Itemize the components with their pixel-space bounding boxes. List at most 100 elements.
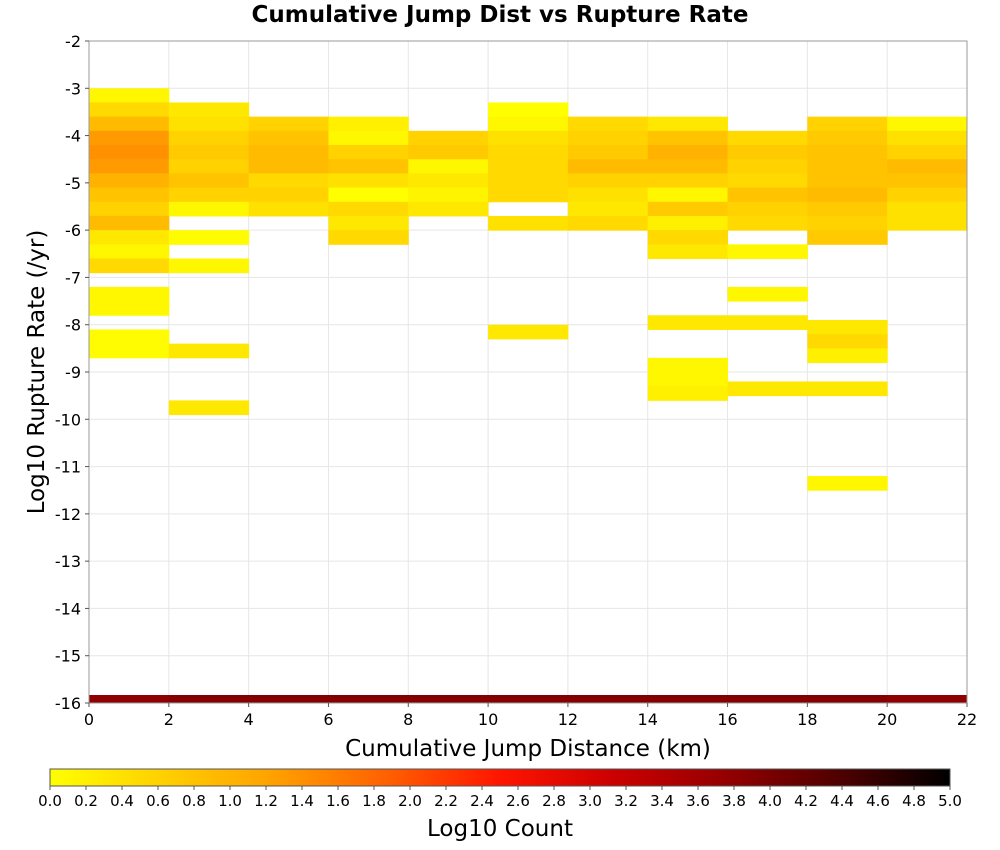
heatmap-cell xyxy=(168,173,250,189)
heatmap-cell xyxy=(807,215,888,231)
heatmap-cell xyxy=(89,102,170,118)
heatmap-cell xyxy=(89,329,170,345)
colorbar-gradient xyxy=(49,768,951,787)
heatmap-cell-bottom xyxy=(408,695,489,703)
heatmap-cell xyxy=(488,159,569,174)
colorbar-label: Log10 Count xyxy=(427,816,573,842)
heatmap-cell xyxy=(328,230,409,245)
y-tick-label: -5 xyxy=(65,174,81,193)
heatmap-cell xyxy=(567,201,649,217)
heatmap-cell xyxy=(168,230,250,245)
heatmap-cell xyxy=(807,381,888,397)
heatmap-cell xyxy=(89,116,170,132)
heatmap-cell xyxy=(89,244,170,260)
heatmap-cell xyxy=(887,215,968,231)
heatmap-cell xyxy=(887,201,968,217)
y-tick-label: -7 xyxy=(65,268,81,287)
heatmap-cell-bottom xyxy=(887,695,968,703)
x-tick-label: 6 xyxy=(323,710,333,729)
x-tick-label: 14 xyxy=(638,710,658,729)
heatmap-cell-bottom xyxy=(89,695,170,703)
heatmap-cell xyxy=(168,343,250,359)
colorbar-tick-label: 0.4 xyxy=(110,792,134,810)
heatmap-cell xyxy=(168,116,250,132)
heatmap-cell xyxy=(647,145,729,160)
heatmap-cell xyxy=(807,173,888,189)
heatmap-cell xyxy=(807,145,888,160)
heatmap-cell xyxy=(89,187,170,203)
heatmap-cell xyxy=(248,173,329,189)
heatmap-cell xyxy=(248,159,329,174)
heatmap-cell xyxy=(89,343,170,359)
heatmap-cell xyxy=(328,159,409,174)
heatmap-cell-bottom xyxy=(248,695,329,703)
colorbar-tick-label: 3.2 xyxy=(614,792,638,810)
y-tick-label: -10 xyxy=(55,410,81,429)
heatmap-cell xyxy=(89,88,170,103)
heatmap-cell xyxy=(647,130,729,146)
heatmap-cell xyxy=(887,187,968,203)
heatmap-cell xyxy=(647,173,729,189)
heatmap-cell xyxy=(488,116,569,132)
y-tick-label: -12 xyxy=(55,505,81,524)
colorbar-tick-label: 3.6 xyxy=(686,792,710,810)
colorbar-tick-label: 4.0 xyxy=(758,792,782,810)
heatmap-cell xyxy=(647,386,729,401)
heatmap-cell xyxy=(647,230,729,245)
heatmap-cell xyxy=(647,187,729,203)
y-tick-label: -16 xyxy=(55,694,81,713)
colorbar-tick-label: 3.0 xyxy=(578,792,602,810)
heatmap-cell xyxy=(89,173,170,189)
colorbar-tick-label: 3.4 xyxy=(650,792,674,810)
heatmap-cell xyxy=(727,215,808,231)
colorbar-tick-label: 2.6 xyxy=(506,792,530,810)
heatmap-cell xyxy=(328,201,409,217)
heatmap-cell xyxy=(807,187,888,203)
heatmap-cell xyxy=(328,187,409,203)
heatmap-cell xyxy=(89,286,170,302)
heatmap-cell xyxy=(488,145,569,160)
heatmap-cell xyxy=(887,116,968,132)
heatmap-cell-bottom xyxy=(328,695,409,703)
y-tick-label: -13 xyxy=(55,552,81,571)
heatmap-cell xyxy=(168,400,250,416)
x-tick-label: 2 xyxy=(164,710,174,729)
heatmap-cell xyxy=(567,173,649,189)
heatmap-cell-bottom xyxy=(727,695,808,703)
heatmap-cell xyxy=(567,215,649,231)
heatmap-cell xyxy=(647,357,729,373)
heatmap-cell xyxy=(408,130,489,146)
heatmap-cell xyxy=(168,187,250,203)
heatmap-cell xyxy=(328,145,409,160)
heatmap-cell xyxy=(248,145,329,160)
heatmap-cell xyxy=(647,315,729,330)
heatmap-cell xyxy=(807,230,888,245)
heatmap-cell xyxy=(248,187,329,203)
colorbar-tick-label: 5.0 xyxy=(938,792,962,810)
heatmap-cell xyxy=(807,348,888,364)
x-axis-label: Cumulative Jump Distance (km) xyxy=(345,736,711,762)
heatmap-cell xyxy=(727,187,808,203)
heatmap-cell xyxy=(567,145,649,160)
heatmap-cell xyxy=(807,334,888,349)
y-tick-label: -2 xyxy=(65,32,81,51)
colorbar-tick-label: 0.2 xyxy=(74,792,98,810)
heatmap-cell-bottom xyxy=(168,695,250,703)
heatmap-cell xyxy=(727,286,808,302)
heatmap-cell xyxy=(248,116,329,132)
heatmap-cell-bottom xyxy=(647,695,729,703)
heatmap-cell xyxy=(168,258,250,274)
x-tick-label: 22 xyxy=(957,710,977,729)
heatmap-cell xyxy=(408,201,489,217)
y-tick-label: -8 xyxy=(65,316,81,335)
colorbar-tick-label: 2.4 xyxy=(470,792,494,810)
heatmap-cell xyxy=(488,130,569,146)
heatmap-cell xyxy=(89,159,170,174)
heatmap-cell xyxy=(807,319,888,335)
x-axis-ticks: 0 2 4 6 8 10 12 14 16 18 20 22 xyxy=(84,703,977,729)
heatmap-cell xyxy=(727,315,808,330)
heatmap-cell xyxy=(647,244,729,260)
heatmap-cell xyxy=(488,324,569,340)
x-tick-label: 12 xyxy=(558,710,578,729)
